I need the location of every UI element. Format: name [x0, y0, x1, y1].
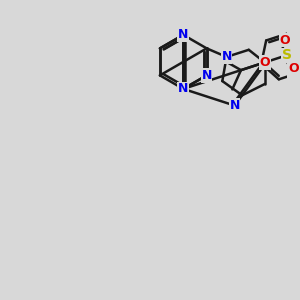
Text: N: N	[221, 50, 232, 63]
Text: O: O	[280, 34, 290, 47]
Text: S: S	[282, 48, 292, 62]
Text: N: N	[230, 99, 240, 112]
Text: N: N	[178, 82, 188, 95]
Text: O: O	[289, 62, 299, 75]
Text: N: N	[202, 69, 212, 82]
Text: O: O	[260, 56, 270, 69]
Text: N: N	[178, 28, 188, 41]
